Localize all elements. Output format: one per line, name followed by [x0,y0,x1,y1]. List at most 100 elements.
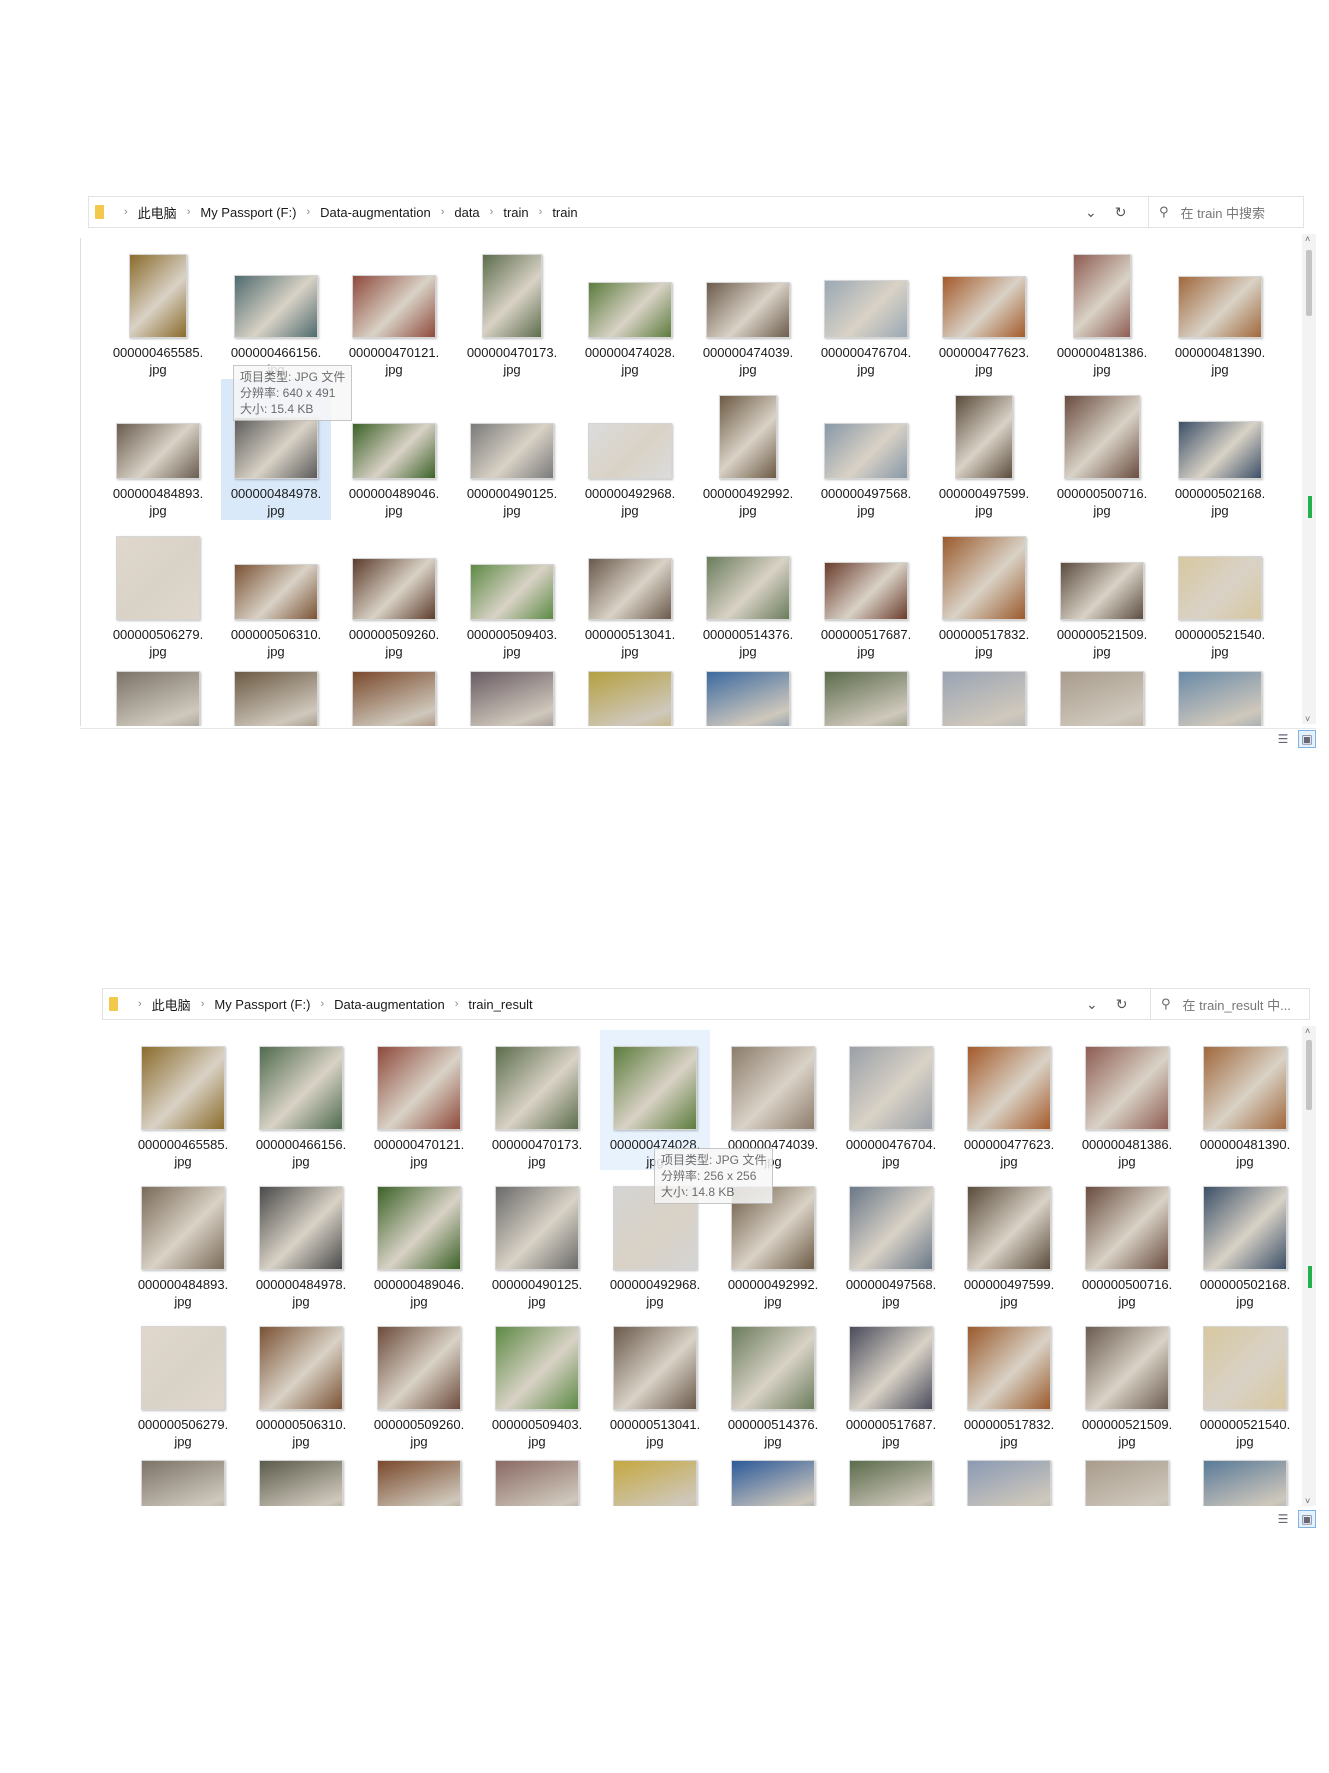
file-item[interactable]: 000000476704. jpg [811,238,921,379]
file-item[interactable]: 000000509260. jpg [339,520,449,661]
file-item[interactable]: 000000497568. jpg [811,379,921,520]
file-item[interactable]: 000000477623. jpg [929,238,1039,379]
file-item[interactable]: 000000509260. jpg [364,1310,474,1450]
file-item[interactable]: 000000490125. jpg [482,1170,592,1310]
breadcrumb-this-pc[interactable]: 此电脑 [137,205,177,221]
file-item[interactable]: 000000514376. jpg [693,520,803,661]
details-view-icon[interactable]: ☰ [1277,732,1289,746]
details-view-icon[interactable]: ☰ [1277,1512,1289,1526]
file-item[interactable]: 000000489046. jpg [364,1170,474,1310]
file-item[interactable]: 000000484893. jpg [103,379,213,520]
search-box[interactable]: ⚲ 在 train 中搜索 [1148,196,1304,228]
file-item-partial[interactable] [457,661,567,726]
file-item-partial[interactable] [1072,1450,1182,1506]
breadcrumb-data-augmentation[interactable]: Data-augmentation [334,996,445,1012]
file-item-partial[interactable] [246,1450,356,1506]
file-item[interactable]: 000000521509. jpg [1047,520,1157,661]
file-item[interactable]: 000000509403. jpg [457,520,567,661]
scroll-down-icon[interactable]: ˅ [1305,1496,1311,1506]
file-item[interactable]: 000000497599. jpg [929,379,1039,520]
scroll-down-icon[interactable]: ˅ [1305,714,1311,724]
file-item[interactable]: 000000481390. jpg [1190,1030,1300,1170]
file-item[interactable]: 000000502168. jpg [1190,1170,1300,1310]
breadcrumb-data-augmentation[interactable]: Data-augmentation [320,204,431,220]
file-item-partial[interactable] [954,1450,1064,1506]
file-item[interactable]: 000000500716. jpg [1047,379,1157,520]
file-item-partial[interactable] [1165,661,1275,726]
file-item-partial[interactable] [600,1450,710,1506]
refresh-icon[interactable]: ↻ [1114,203,1127,220]
file-item[interactable]: 000000506279. jpg [103,520,213,661]
file-item-partial[interactable] [103,661,213,726]
file-item[interactable]: 000000509403. jpg [482,1310,592,1450]
file-item[interactable]: 000000474039. jpg [693,238,803,379]
file-item-partial[interactable] [482,1450,592,1506]
file-item[interactable]: 000000517832. jpg [929,520,1039,661]
file-item[interactable]: 000000506310. jpg [246,1310,356,1450]
file-item[interactable]: 000000481386. jpg [1047,238,1157,379]
history-dropdown-icon[interactable]: ⌄ [1086,995,1098,1012]
file-item[interactable]: 000000500716. jpg [1072,1170,1182,1310]
file-item[interactable]: 000000506279. jpg [128,1310,238,1450]
file-item-partial[interactable] [1190,1450,1300,1506]
refresh-icon[interactable]: ↻ [1115,995,1128,1012]
breadcrumb-train-result[interactable]: train_result [468,996,533,1012]
file-item[interactable]: 000000470173. jpg [457,238,567,379]
file-item[interactable]: 000000497599. jpg [954,1170,1064,1310]
file-item-partial[interactable] [364,1450,474,1506]
scroll-up-icon[interactable]: ˄ [1305,234,1311,244]
file-item[interactable]: 000000466156.jpg [221,238,331,379]
file-item-partial[interactable] [339,661,449,726]
scroll-thumb[interactable] [1306,250,1312,316]
file-item-partial[interactable] [836,1450,946,1506]
file-item[interactable]: 000000521509. jpg [1072,1310,1182,1450]
file-item[interactable]: 000000513041. jpg [600,1310,710,1450]
file-item-partial[interactable] [128,1450,238,1506]
address-bar[interactable]: › 此电脑 › My Passport (F:) › Data-augmenta… [88,196,1148,228]
file-item[interactable]: 000000466156.jpg [246,1030,356,1170]
breadcrumb-train-current[interactable]: train [552,204,578,220]
file-item[interactable]: 000000521540. jpg [1165,520,1275,661]
file-item-partial[interactable] [811,661,921,726]
file-item[interactable]: 000000513041. jpg [575,520,685,661]
file-item[interactable]: 000000517687. jpg [836,1310,946,1450]
scroll-up-icon[interactable]: ˄ [1305,1026,1311,1036]
file-item[interactable]: 000000474028. jpg [575,238,685,379]
file-item-partial[interactable] [575,661,685,726]
file-item[interactable]: 000000502168. jpg [1165,379,1275,520]
file-item-partial[interactable] [718,1450,828,1506]
file-item[interactable]: 000000490125. jpg [457,379,567,520]
thumbnails-view-icon[interactable]: ▣ [1298,1510,1316,1528]
file-item-partial[interactable] [929,661,1039,726]
file-item-partial[interactable] [1047,661,1157,726]
file-item[interactable]: 000000470121. jpg [339,238,449,379]
file-item[interactable]: 000000484893. jpg [128,1170,238,1310]
scroll-thumb[interactable] [1306,1040,1312,1110]
breadcrumb-train[interactable]: train [503,204,529,220]
file-item[interactable]: 000000506310. jpg [221,520,331,661]
file-item[interactable]: 000000465585. jpg [103,238,213,379]
file-item[interactable]: 000000484978. jpg [246,1170,356,1310]
file-item-partial[interactable] [221,661,331,726]
file-item-partial[interactable] [693,661,803,726]
file-item[interactable]: 000000470173. jpg [482,1030,592,1170]
file-item[interactable]: 000000470121. jpg [364,1030,474,1170]
search-box[interactable]: ⚲ 在 train_result 中... [1150,988,1310,1020]
file-item[interactable]: 000000481390. jpg [1165,238,1275,379]
breadcrumb-this-pc[interactable]: 此电脑 [151,997,191,1013]
file-item[interactable]: 000000481386. jpg [1072,1030,1182,1170]
breadcrumb-drive[interactable]: My Passport (F:) [200,204,297,220]
file-item[interactable]: 000000492992. jpg [693,379,803,520]
file-item[interactable]: 000000492968. jpg [575,379,685,520]
file-item[interactable]: 000000514376. jpg [718,1310,828,1450]
address-bar[interactable]: › 此电脑 › My Passport (F:) › Data-augmenta… [102,988,1152,1020]
vertical-scrollbar[interactable]: ˄ ˅ [1302,234,1316,724]
file-item[interactable]: 000000476704. jpg [836,1030,946,1170]
file-item[interactable]: 000000489046. jpg [339,379,449,520]
breadcrumb-data[interactable]: data [454,204,480,220]
thumbnails-view-icon[interactable]: ▣ [1298,730,1316,748]
breadcrumb-drive[interactable]: My Passport (F:) [214,996,311,1012]
file-item[interactable]: 000000521540. jpg [1190,1310,1300,1450]
file-item[interactable]: 000000477623. jpg [954,1030,1064,1170]
file-item[interactable]: 000000465585. jpg [128,1030,238,1170]
